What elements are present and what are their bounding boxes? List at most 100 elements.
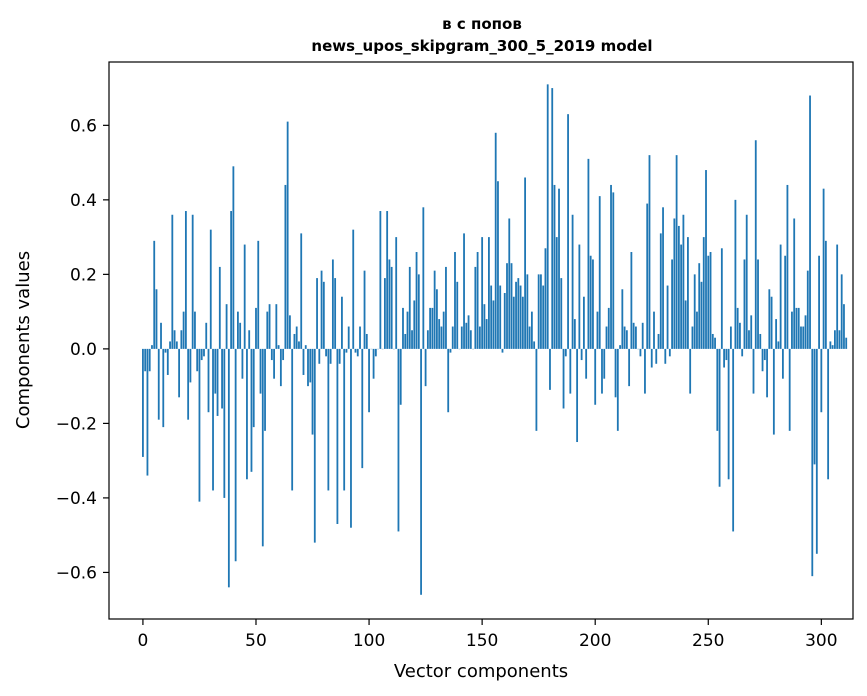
bar-180 [549,348,551,390]
bar-254 [716,348,719,431]
bar-296 [811,348,814,577]
bar-136 [449,348,452,353]
bar-192 [576,348,579,443]
bar-225 [650,348,653,368]
bar-224 [648,155,651,349]
bar-102 [372,348,375,379]
bar-62 [282,348,285,361]
bar-46 [246,348,248,480]
bar-306 [834,330,836,349]
bar-222 [644,348,646,394]
bar-250 [707,255,710,349]
bar-182 [553,184,556,349]
bar-118 [408,266,411,349]
bar-72 [304,345,307,349]
bar-175 [537,274,540,349]
bar-168 [521,296,524,349]
bar-50 [255,307,257,349]
bar-282 [779,244,782,349]
bar-108 [386,211,389,349]
bar-12 [169,341,171,349]
x-tick-label-250: 250 [692,631,724,651]
bar-73 [307,348,309,387]
bar-83 [329,348,332,364]
bar-238 [680,244,683,349]
bar-278 [770,296,773,349]
bar-38 [227,348,230,588]
bar-271 [754,140,757,349]
bar-239 [682,214,685,349]
bar-252 [711,333,714,349]
bar-207 [610,184,612,349]
bar-213 [623,326,626,349]
bar-268 [748,330,750,349]
bar-34 [218,266,221,349]
bar-261 [732,348,735,532]
bar-93 [352,229,355,349]
bar-120 [413,300,416,349]
bar-65 [289,315,291,349]
bar-114 [399,348,402,405]
bar-167 [519,285,522,349]
bar-194 [580,348,583,361]
bar-303 [827,348,830,480]
bar-119 [411,330,413,349]
bar-196 [585,348,588,379]
y-tick-label-5: 0.4 [70,191,97,211]
bar-279 [772,348,775,435]
bar-243 [691,326,694,349]
bar-276 [766,348,768,398]
bar-269 [750,315,753,349]
y-tick-label-3: 0.0 [70,340,97,360]
bar-48 [250,348,253,472]
bar-86 [336,348,339,524]
bar-43 [239,322,242,349]
bar-260 [729,326,732,349]
y-tick-label-0: −0.6 [56,563,97,583]
bar-308 [838,330,841,349]
bar-58 [273,348,275,379]
bar-143 [465,322,468,349]
x-tick-label-300: 300 [805,631,837,651]
bar-117 [406,311,409,349]
bar-138 [454,252,456,349]
bar-185 [560,278,563,349]
bar-139 [456,281,459,349]
bar-127 [429,307,432,349]
bar-141 [460,326,463,349]
plot-area-frame [108,61,854,620]
bar-88 [341,296,343,349]
y-axis-title: Components values [13,251,34,429]
bar-112 [395,237,398,349]
bar-18 [182,311,185,349]
bar-52 [259,348,262,394]
bar-267 [745,214,748,349]
bar-150 [481,237,484,349]
bar-3 [148,348,151,372]
bar-124 [422,207,425,349]
bar-100 [368,348,370,413]
bar-158 [499,285,502,349]
bar-94 [354,348,357,353]
bar-20 [187,348,190,420]
bar-55 [266,311,269,349]
bar-125 [424,348,427,387]
bar-284 [784,255,787,349]
bar-309 [840,274,843,349]
bar-74 [309,348,312,383]
bar-310 [843,304,845,349]
bar-274 [761,348,764,372]
bar-277 [768,289,771,349]
bar-307 [836,244,839,349]
chart-title-line-2: news_upos_skipgram_300_5_2019 model [311,37,652,55]
bar-76 [313,348,316,543]
y-tick-label-4: 0.2 [70,265,97,285]
bar-230 [662,207,664,349]
bar-235 [673,218,676,349]
bar-300 [820,348,823,413]
bar-0 [142,348,144,457]
bar-135 [447,348,450,413]
bar-40 [232,166,235,349]
bar-294 [806,270,809,349]
bar-28 [205,322,208,349]
